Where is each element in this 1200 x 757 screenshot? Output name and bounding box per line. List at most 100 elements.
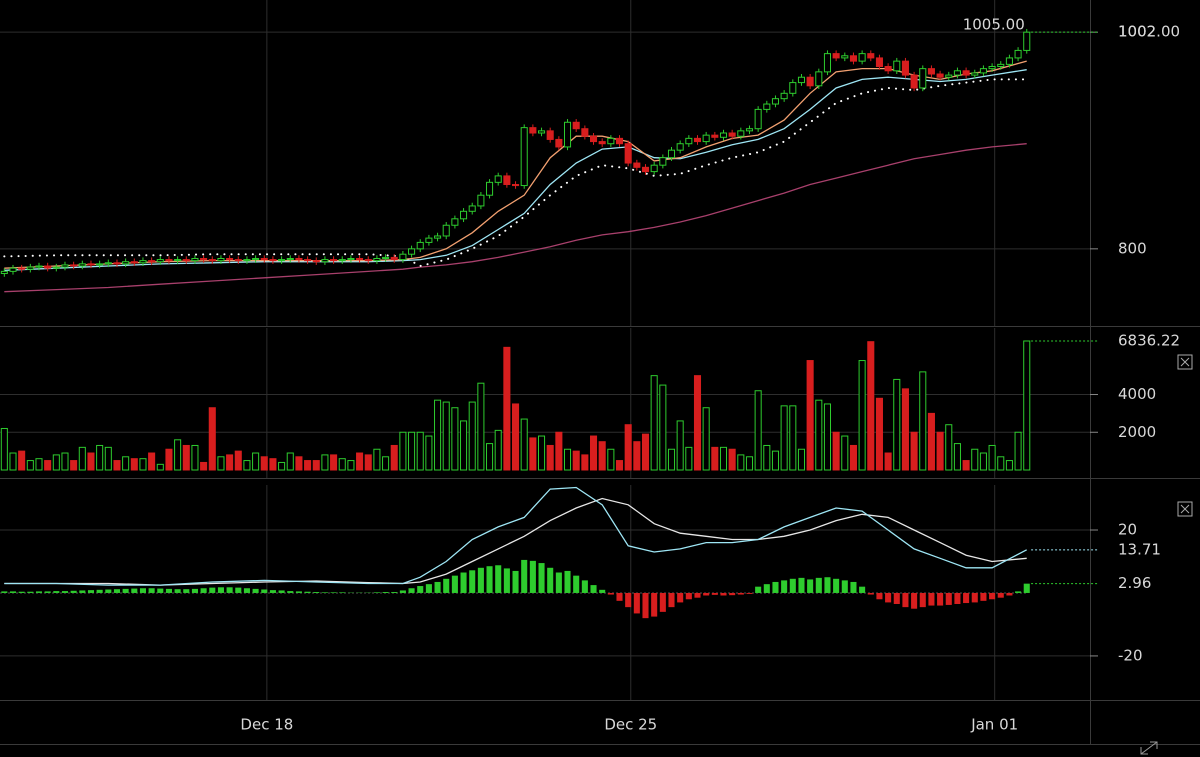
volume-bar	[269, 458, 277, 471]
histogram-bar	[677, 592, 684, 603]
candle-body	[797, 76, 806, 84]
histogram-bar	[963, 592, 970, 604]
candle-body	[330, 259, 338, 262]
candle-body	[945, 74, 953, 78]
volume-bar	[70, 460, 78, 471]
candle-body	[399, 253, 407, 261]
histogram-bar	[417, 586, 424, 593]
candle-body	[728, 132, 736, 137]
candle-body	[9, 267, 17, 272]
histogram-bar	[789, 578, 796, 593]
candle-body	[789, 82, 797, 94]
candle-body	[633, 162, 641, 168]
volume-bar	[442, 401, 450, 471]
candle-body	[139, 260, 147, 264]
candle-body	[867, 53, 875, 59]
close-box	[1177, 501, 1193, 517]
volume-bar	[598, 441, 606, 471]
histogram-bar	[1006, 592, 1013, 596]
histogram-bar	[1, 591, 8, 593]
indicator-line	[4, 143, 1027, 293]
volume-bar	[737, 454, 745, 471]
volume-bar	[546, 444, 554, 471]
volume-bar	[373, 448, 381, 471]
candle-body	[849, 55, 857, 62]
candle-body	[373, 257, 381, 262]
candle-body	[719, 132, 728, 138]
volume-bar	[563, 448, 572, 471]
volume-bar	[52, 454, 60, 471]
volume-bar	[122, 456, 130, 471]
volume-bar	[849, 444, 857, 471]
close-cross	[1180, 357, 1190, 367]
volume-bar	[789, 405, 797, 471]
histogram-bar	[122, 588, 129, 593]
volume-bar	[988, 444, 996, 471]
volume-bar	[728, 448, 736, 471]
volume-bar	[693, 375, 702, 471]
candle-body	[165, 259, 173, 262]
indicator-line	[4, 497, 1027, 586]
histogram-bar	[755, 586, 762, 593]
close-panel-button[interactable]	[1177, 354, 1193, 370]
histogram-bar	[737, 592, 744, 595]
candle-body	[191, 257, 199, 262]
candle-body	[512, 183, 520, 187]
candle-body	[893, 60, 901, 72]
volume-bar	[806, 360, 814, 471]
histogram-bar	[382, 592, 389, 593]
candle-body	[529, 127, 537, 134]
candle-body	[858, 53, 866, 62]
volume-bar	[382, 456, 390, 471]
volume-bar	[286, 452, 294, 471]
y-tick-label: 2000	[1118, 423, 1156, 441]
candle-body	[18, 267, 26, 270]
candle-body	[598, 141, 606, 145]
histogram-bar	[685, 592, 692, 600]
volume-bar	[295, 456, 303, 471]
indicator-line	[4, 60, 1027, 269]
volume-bar	[1005, 460, 1013, 471]
volume-bar	[893, 378, 901, 471]
candle-body	[338, 259, 346, 262]
histogram-bar	[105, 589, 112, 593]
histogram-bar	[304, 591, 311, 593]
candle-body	[321, 259, 329, 263]
histogram-bar	[391, 592, 398, 593]
volume-bar	[347, 460, 355, 471]
histogram-bar	[893, 592, 900, 604]
candle-body	[182, 259, 190, 262]
volume-bar	[9, 452, 17, 471]
volume-bar	[676, 420, 684, 471]
histogram-bar	[876, 592, 883, 600]
histogram-bar	[772, 581, 779, 593]
candle-body	[416, 241, 424, 250]
volume-bar	[130, 458, 138, 471]
volume-bar	[953, 443, 961, 471]
histogram-bar	[295, 591, 302, 593]
candle-body	[104, 262, 112, 265]
histogram-bar	[44, 591, 51, 593]
close-panel-button[interactable]	[1177, 501, 1193, 517]
histogram-bar	[668, 592, 675, 608]
volume-bar	[589, 435, 598, 471]
resize-icon[interactable]	[1140, 741, 1158, 755]
candle-body	[650, 164, 658, 173]
candle-body	[771, 98, 780, 105]
candle-body	[442, 224, 450, 237]
histogram-bar	[945, 592, 952, 605]
histogram-bar	[235, 587, 242, 593]
histogram-bar	[9, 591, 17, 593]
candle-body	[356, 257, 364, 261]
histogram-bar	[763, 584, 770, 593]
volume-bar	[451, 407, 459, 471]
x-tick-label: Dec 25	[604, 716, 657, 734]
histogram-bar	[131, 588, 138, 593]
volume-bar	[61, 452, 69, 471]
candle-body	[884, 66, 892, 72]
histogram-bar	[538, 563, 545, 593]
candle-body	[538, 130, 546, 134]
volume-bar	[624, 424, 632, 471]
volume-bar	[832, 431, 840, 471]
